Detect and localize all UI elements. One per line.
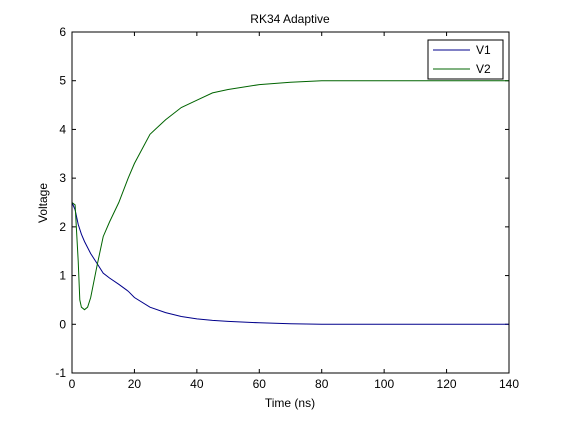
y-tick-label: 3 [59,171,66,185]
x-tick-label: 20 [128,377,142,391]
y-tick-label: 1 [59,269,66,283]
series-line-v1 [71,202,509,325]
y-axis-label: Voltage [36,183,50,223]
y-axis-ticks: -1 0 1 2 3 4 5 6 [55,25,509,380]
y-tick-label: 5 [59,74,66,88]
series-line-v2 [71,80,509,311]
series-lines [71,80,509,325]
x-tick-label: 0 [69,377,76,391]
y-tick-label: -1 [55,366,66,380]
y-tick-label: 2 [59,220,66,234]
x-axis-label: Time (ns) [265,396,315,410]
x-tick-label: 140 [499,377,519,391]
x-tick-label: 60 [253,377,267,391]
chart-title: RK34 Adaptive [250,12,330,26]
x-tick-label: 100 [374,377,394,391]
x-axis-ticks: 0 20 40 60 80 100 120 140 [69,32,519,391]
x-tick-label: 80 [315,377,329,391]
y-tick-label: 6 [59,25,66,39]
legend-label-v1: V1 [476,43,491,57]
x-tick-label: 120 [437,377,457,391]
legend-box [427,39,504,80]
x-tick-label: 40 [190,377,204,391]
y-tick-label: 4 [59,122,66,136]
y-tick-label: 0 [59,317,66,331]
plot-area [72,32,509,373]
plot-frame [71,31,510,374]
legend-label-v2: V2 [476,62,491,76]
